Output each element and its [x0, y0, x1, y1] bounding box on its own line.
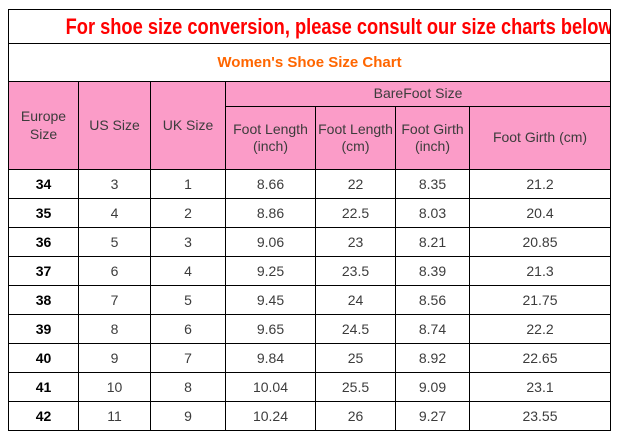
- table-row: 34 3 1 8.66 22 8.35 21.2: [8, 169, 611, 199]
- table-row: 41 10 8 10.04 25.5 9.09 23.1: [8, 372, 611, 402]
- cell-foot-girth-cm: 20.85: [469, 227, 611, 257]
- cell-foot-girth-cm: 20.4: [469, 198, 611, 228]
- cell-europe-size: 41: [8, 372, 79, 402]
- cell-us-size: 3: [78, 169, 151, 199]
- cell-foot-length-inch: 9.65: [225, 314, 316, 344]
- table-row: 38 7 5 9.45 24 8.56 21.75: [8, 285, 611, 315]
- cell-foot-girth-inch: 8.03: [395, 198, 470, 228]
- cell-foot-length-cm: 25: [315, 343, 396, 373]
- cell-foot-girth-cm: 21.3: [469, 256, 611, 286]
- cell-europe-size: 36: [8, 227, 79, 257]
- cell-foot-girth-inch: 8.35: [395, 169, 470, 199]
- page-title: For shoe size conversion, please consult…: [8, 9, 611, 44]
- cell-uk-size: 9: [150, 401, 226, 431]
- cell-uk-size: 7: [150, 343, 226, 373]
- cell-foot-length-inch: 10.04: [225, 372, 316, 402]
- subtitle-row: Women's Shoe Size Chart: [8, 43, 611, 82]
- table-row: 42 11 9 10.24 26 9.27 23.55: [8, 401, 611, 431]
- table-row: 36 5 3 9.06 23 8.21 20.85: [8, 227, 611, 257]
- cell-foot-length-inch: 10.24: [225, 401, 316, 431]
- cell-us-size: 6: [78, 256, 151, 286]
- subheader-row: Foot Length (inch) Foot Length (cm) Foot…: [9, 106, 611, 170]
- cell-foot-length-inch: 9.25: [225, 256, 316, 286]
- col-header-foot-length-inch: Foot Length (inch): [225, 106, 316, 170]
- col-group-barefoot-size: BareFoot Size: [225, 81, 611, 107]
- cell-uk-size: 6: [150, 314, 226, 344]
- cell-foot-length-cm: 24: [315, 285, 396, 315]
- cell-foot-length-inch: 9.06: [225, 227, 316, 257]
- cell-foot-length-inch: 9.84: [225, 343, 316, 373]
- cell-foot-girth-cm: 23.1: [469, 372, 611, 402]
- cell-foot-length-cm: 26: [315, 401, 396, 431]
- cell-foot-length-inch: 8.66: [225, 169, 316, 199]
- banner-row: For shoe size conversion, please consult…: [8, 9, 611, 44]
- cell-foot-girth-inch: 9.09: [395, 372, 470, 402]
- cell-us-size: 7: [78, 285, 151, 315]
- cell-foot-length-inch: 9.45: [225, 285, 316, 315]
- size-chart-table: For shoe size conversion, please consult…: [8, 9, 611, 431]
- cell-foot-length-inch: 8.86: [225, 198, 316, 228]
- table-row: 39 8 6 9.65 24.5 8.74 22.2: [8, 314, 611, 344]
- cell-uk-size: 8: [150, 372, 226, 402]
- cell-foot-girth-inch: 8.56: [395, 285, 470, 315]
- col-header-us-size: US Size: [78, 81, 151, 170]
- cell-us-size: 10: [78, 372, 151, 402]
- cell-foot-girth-inch: 8.74: [395, 314, 470, 344]
- cell-us-size: 4: [78, 198, 151, 228]
- cell-uk-size: 4: [150, 256, 226, 286]
- page-title-text: For shoe size conversion, please consult…: [65, 13, 611, 39]
- cell-foot-girth-inch: 8.92: [395, 343, 470, 373]
- cell-foot-length-cm: 22.5: [315, 198, 396, 228]
- cell-uk-size: 1: [150, 169, 226, 199]
- cell-us-size: 5: [78, 227, 151, 257]
- cell-foot-length-cm: 23: [315, 227, 396, 257]
- cell-europe-size: 38: [8, 285, 79, 315]
- cell-europe-size: 35: [8, 198, 79, 228]
- col-header-foot-girth-cm: Foot Girth (cm): [469, 106, 611, 170]
- col-header-foot-girth-inch: Foot Girth (inch): [395, 106, 470, 170]
- col-header-foot-length-cm: Foot Length (cm): [315, 106, 396, 170]
- cell-europe-size: 39: [8, 314, 79, 344]
- col-header-europe-size: Europe Size: [8, 81, 79, 170]
- cell-foot-girth-inch: 8.21: [395, 227, 470, 257]
- cell-foot-girth-cm: 23.55: [469, 401, 611, 431]
- table-row: 37 6 4 9.25 23.5 8.39 21.3: [8, 256, 611, 286]
- cell-foot-girth-inch: 8.39: [395, 256, 470, 286]
- cell-europe-size: 37: [8, 256, 79, 286]
- cell-foot-girth-cm: 21.2: [469, 169, 611, 199]
- table-row: 35 4 2 8.86 22.5 8.03 20.4: [8, 198, 611, 228]
- cell-us-size: 11: [78, 401, 151, 431]
- cell-foot-girth-cm: 22.65: [469, 343, 611, 373]
- group-header-row: Europe Size US Size UK Size BareFoot Siz…: [8, 81, 611, 170]
- cell-us-size: 9: [78, 343, 151, 373]
- cell-foot-girth-cm: 21.75: [469, 285, 611, 315]
- table-row: 40 9 7 9.84 25 8.92 22.65: [8, 343, 611, 373]
- cell-uk-size: 5: [150, 285, 226, 315]
- cell-foot-length-cm: 25.5: [315, 372, 396, 402]
- cell-uk-size: 3: [150, 227, 226, 257]
- cell-foot-length-cm: 22: [315, 169, 396, 199]
- cell-europe-size: 34: [8, 169, 79, 199]
- cell-foot-length-cm: 24.5: [315, 314, 396, 344]
- cell-foot-length-cm: 23.5: [315, 256, 396, 286]
- cell-us-size: 8: [78, 314, 151, 344]
- cell-uk-size: 2: [150, 198, 226, 228]
- col-header-uk-size: UK Size: [150, 81, 226, 170]
- cell-europe-size: 42: [8, 401, 79, 431]
- chart-title: Women's Shoe Size Chart: [8, 43, 611, 82]
- cell-europe-size: 40: [8, 343, 79, 373]
- cell-foot-girth-inch: 9.27: [395, 401, 470, 431]
- cell-foot-girth-cm: 22.2: [469, 314, 611, 344]
